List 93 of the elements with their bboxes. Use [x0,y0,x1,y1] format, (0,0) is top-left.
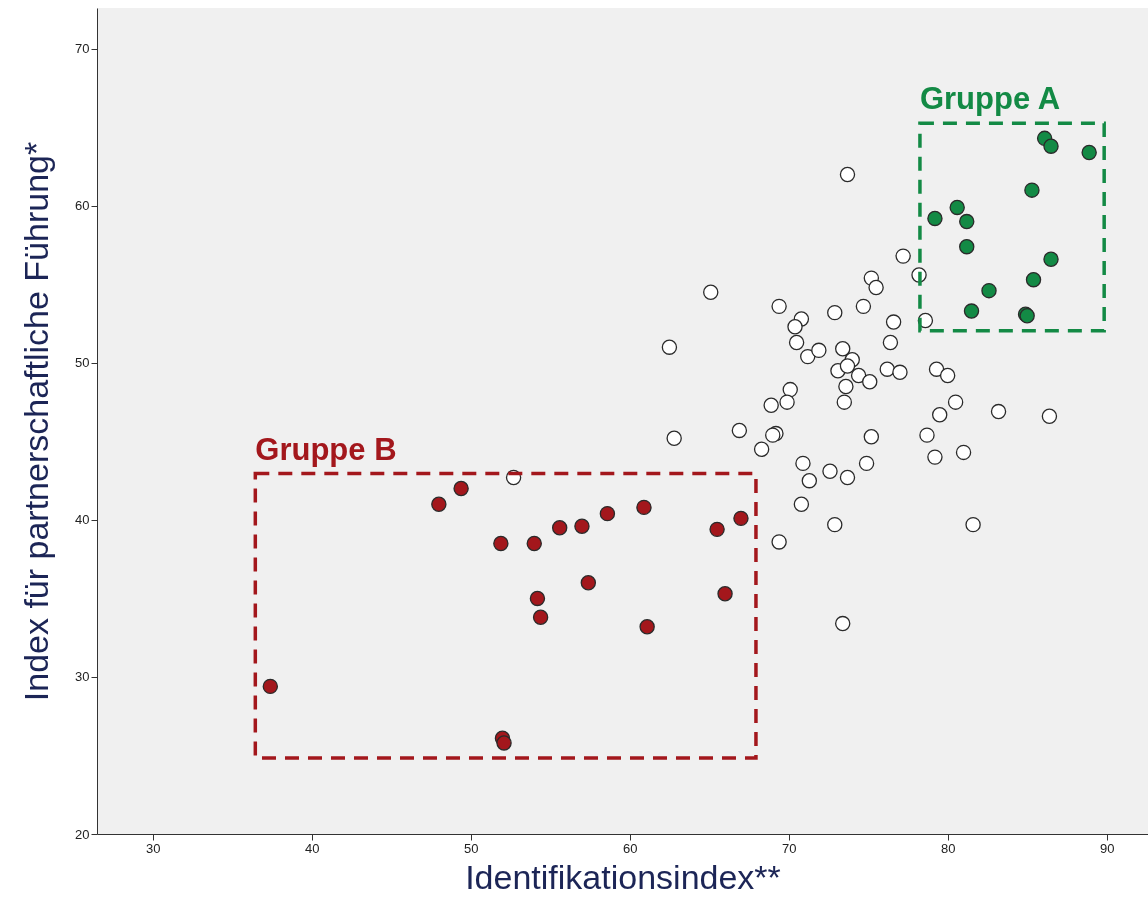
point [949,199,965,216]
point [661,339,678,355]
point [892,364,908,381]
point [771,298,787,315]
point [717,586,733,602]
y-tick-label: 70 [75,41,90,57]
point [839,358,856,374]
point [1025,271,1042,288]
point [827,304,843,321]
point [793,496,810,512]
point [1024,182,1040,198]
point [1043,138,1059,154]
point [858,455,875,472]
x-tick-label: 50 [463,840,479,856]
y-tick-label: 30 [75,669,90,685]
point [931,407,948,423]
point [551,520,568,536]
y-tick-label: 40 [75,512,90,528]
point [262,678,279,695]
x-tick-label: 70 [781,840,797,856]
point [839,166,856,183]
point [822,463,838,479]
point [939,367,956,384]
point [639,619,655,635]
point [666,430,682,446]
point [801,472,818,489]
point [636,499,652,516]
point [990,403,1007,420]
point [928,361,945,377]
point [574,518,590,534]
point [453,480,469,497]
point [882,334,899,351]
point [709,521,725,538]
series-label: Gruppe A [919,81,1061,117]
point [879,361,895,377]
point [947,394,964,410]
point [965,516,981,533]
point [927,449,943,465]
point [855,298,872,315]
point [811,342,827,359]
point [836,394,853,410]
point [835,615,851,632]
point [895,248,911,264]
point [496,735,512,751]
y-axis-title: Index für partnerschaftliche Führung* [17,141,56,702]
point [599,505,616,522]
point [787,319,803,335]
x-tick-label: 60 [622,840,638,856]
point [526,535,542,552]
point [795,455,811,472]
point [733,510,749,527]
point [963,303,980,319]
series-label: Gruppe B [255,431,397,467]
point [493,535,509,552]
point [771,534,787,550]
point [532,609,549,625]
point [868,279,884,296]
point [1043,251,1059,267]
point [919,427,935,443]
point [763,397,779,413]
x-axis-title: Identifikationsindex** [465,857,781,896]
point [788,334,805,351]
point [839,469,856,486]
point [703,284,719,300]
point [779,394,795,410]
point [927,210,943,227]
point [1041,408,1058,424]
point [863,429,880,445]
point [838,378,854,395]
point [753,441,770,457]
x-tick-label: 40 [304,840,320,856]
point [850,367,867,384]
point [862,374,878,390]
y-tick-label: 50 [75,355,90,371]
point [955,444,972,461]
point [959,213,975,230]
point [580,575,597,591]
point [885,314,902,330]
point [1081,144,1097,161]
point [529,590,546,607]
point [981,282,997,299]
x-tick-label: 30 [145,840,161,856]
x-tick-label: 90 [1099,840,1115,856]
point [431,496,447,512]
y-tick-label: 60 [75,198,90,214]
point [800,348,816,365]
point [959,238,975,255]
point [827,516,843,533]
point [782,381,798,398]
point [835,341,851,357]
point [731,422,748,439]
x-tick-label: 80 [940,840,956,856]
y-tick-label: 20 [75,826,90,842]
